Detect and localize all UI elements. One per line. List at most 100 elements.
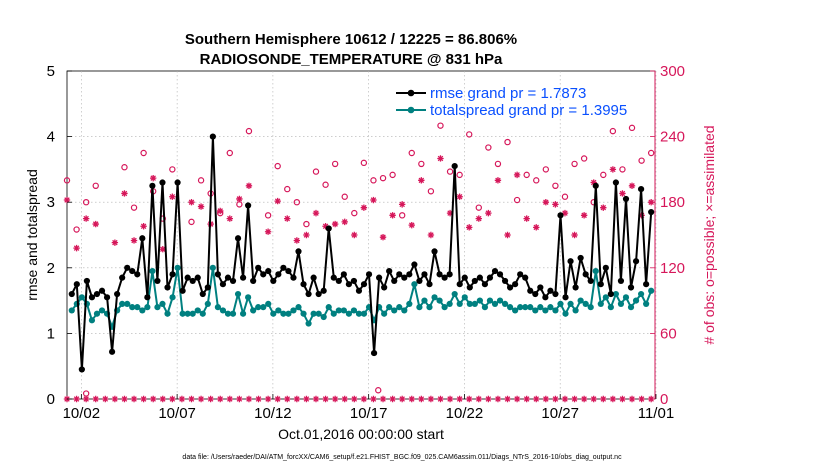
obs-assimilated-zero-marker	[389, 395, 396, 403]
obs-possible-marker	[140, 149, 147, 157]
totalspread-point	[295, 304, 302, 311]
totalspread-point	[144, 304, 151, 311]
rmse-point	[184, 274, 191, 281]
obs-assimilated-zero-marker	[121, 395, 128, 403]
chart-subtitle: RADIOSONDE_TEMPERATURE @ 831 hPa	[200, 51, 503, 68]
obs-assimilated-marker	[619, 190, 626, 197]
obs-assimilated-marker	[264, 228, 272, 235]
obs-assimilated-marker	[312, 209, 320, 217]
obs-assimilated-zero-marker	[619, 395, 626, 403]
obs-possible-marker	[466, 131, 473, 138]
obs-assimilated-zero-marker	[341, 395, 348, 403]
totalspread-point	[547, 304, 554, 311]
totalspread-point	[512, 307, 519, 314]
rmse-point	[648, 208, 655, 216]
obs-assimilated-marker	[360, 204, 368, 211]
rmse-point	[607, 290, 614, 298]
rmse-point	[501, 277, 509, 285]
obs-assimilated-zero-marker	[197, 395, 205, 403]
rmse-point	[637, 185, 645, 193]
rmse-point	[471, 277, 478, 285]
obs-assimilated-zero-marker	[73, 395, 80, 403]
totalspread-point	[340, 307, 347, 314]
obs-assimilated-zero-marker	[475, 395, 482, 403]
rmse-point	[78, 366, 85, 373]
rmse-point	[204, 284, 211, 291]
obs-possible-marker	[647, 149, 655, 157]
obs-assimilated-marker	[398, 201, 406, 208]
obs-possible-marker	[398, 212, 406, 219]
obs-assimilated-marker	[523, 215, 530, 222]
totalspread-point	[416, 304, 423, 311]
totalspread-point	[532, 307, 539, 314]
obs-assimilated-zero-marker	[217, 395, 224, 403]
left-y-axis: 0 1 2 3 4 5	[47, 63, 72, 408]
totalspread-point	[194, 307, 201, 314]
rmse-point	[234, 235, 242, 242]
rmse-point	[552, 290, 559, 298]
obs-possible-marker	[303, 220, 310, 228]
obs-assimilated-zero-marker	[456, 395, 463, 403]
obs-assimilated-marker	[245, 182, 253, 189]
rmse-point	[154, 277, 161, 285]
obs-assimilated-marker	[379, 233, 387, 241]
totalspread-point	[234, 290, 242, 298]
totalspread-point	[320, 313, 327, 321]
obs-assimilated-zero-marker	[628, 395, 636, 403]
left-y-tick-label: 4	[47, 129, 55, 146]
totalspread-point	[486, 297, 494, 304]
rmse-point	[391, 277, 398, 285]
right-y-tick-label: 120	[660, 260, 685, 277]
obs-assimilated-marker	[437, 155, 444, 162]
rmse-point	[481, 281, 489, 288]
rmse-point	[164, 284, 171, 291]
totalspread-point	[607, 304, 614, 311]
obs-assimilated-zero-marker	[523, 395, 530, 403]
totalspread-point	[245, 294, 252, 301]
rmse-point	[547, 287, 554, 294]
obs-assimilated-marker	[274, 197, 281, 205]
totalspread-point	[139, 307, 146, 314]
totalspread-point	[396, 304, 403, 311]
totalspread-point	[345, 310, 352, 317]
totalspread-point	[491, 300, 499, 307]
x-tick-label: 11/01	[638, 405, 674, 422]
rmse-point	[456, 281, 463, 288]
rmse-point	[300, 281, 307, 288]
totalspread-point	[270, 310, 277, 317]
totalspread-point	[537, 304, 544, 311]
obs-assimilated-marker	[571, 231, 578, 239]
totalspread-point	[189, 310, 196, 317]
rmse-point	[179, 287, 186, 294]
obs-assimilated-zero-marker	[264, 395, 272, 403]
obs-assimilated-zero-marker	[370, 395, 377, 403]
rmse-point	[214, 271, 221, 278]
x-axis-label: Oct.01,2016 00:00:00 start	[278, 426, 444, 442]
left-y-tick-label: 5	[47, 63, 55, 80]
obs-assimilated-marker	[628, 182, 636, 189]
obs-possible-marker	[322, 181, 329, 188]
obs-assimilated-marker	[370, 196, 377, 204]
rmse-point	[451, 163, 458, 170]
obs-possible-marker	[571, 160, 578, 168]
totalspread-point	[204, 300, 211, 307]
obs-assimilated-zero-marker	[111, 395, 119, 403]
totalspread-point	[421, 297, 428, 304]
totalspread-point	[471, 300, 478, 307]
rmse-point	[229, 277, 237, 285]
totalspread-point	[466, 300, 473, 307]
obs-assimilated-marker	[561, 209, 569, 217]
totalspread-point	[159, 300, 166, 307]
obs-assimilated-zero-marker	[600, 395, 607, 403]
obs-possible-markers	[63, 122, 655, 233]
obs-assimilated-marker	[188, 199, 195, 206]
obs-assimilated-zero-marker	[149, 395, 157, 403]
obs-assimilated-zero-marker	[82, 395, 90, 403]
rmse-point	[622, 195, 630, 203]
obs-assimilated-zero-marker	[466, 395, 473, 403]
rmse-point	[335, 277, 342, 285]
rmse-point	[88, 294, 96, 301]
obs-assimilated-marker	[111, 239, 119, 246]
totalspread-point	[562, 310, 569, 317]
obs-possible-low-marker	[82, 390, 90, 397]
